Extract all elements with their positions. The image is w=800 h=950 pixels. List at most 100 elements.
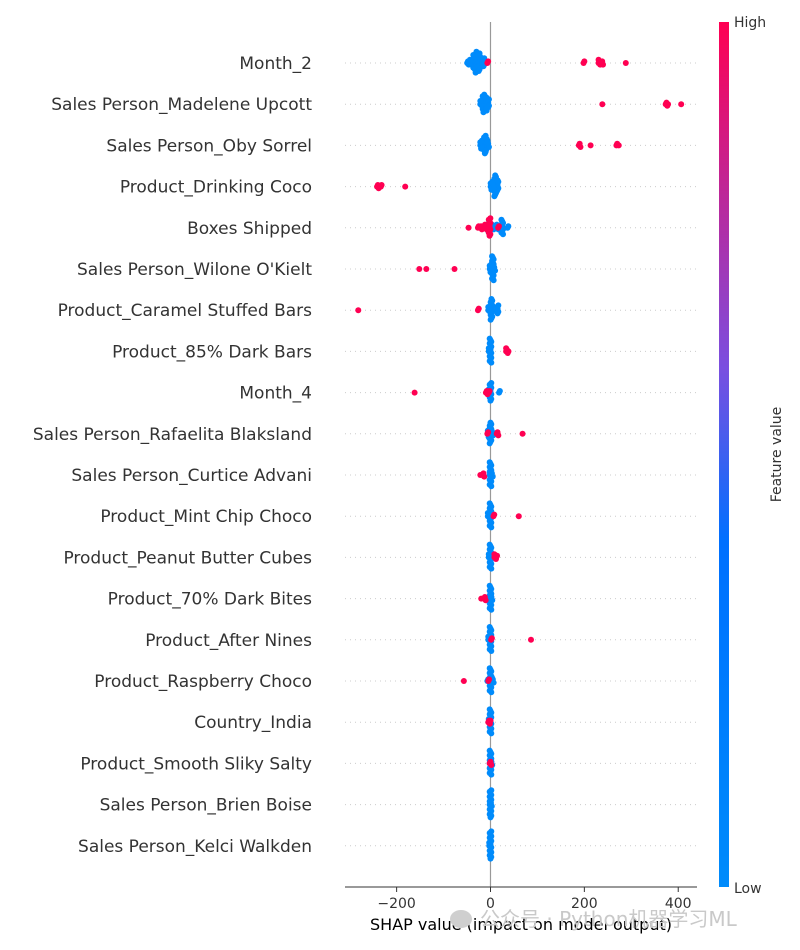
shap-point bbox=[470, 52, 477, 58]
x-tick-label: 0 bbox=[486, 896, 495, 912]
shap-point bbox=[587, 142, 594, 149]
shap-point bbox=[486, 624, 493, 630]
colorbar-gradient bbox=[719, 22, 729, 887]
shap-point bbox=[599, 61, 606, 68]
shap-point bbox=[486, 500, 493, 507]
colorbar-low-label: Low bbox=[734, 881, 762, 897]
shap-point bbox=[483, 94, 490, 101]
feature-label: Sales Person_Kelci Walkden bbox=[78, 837, 312, 857]
shap-point bbox=[487, 717, 494, 724]
shap-point bbox=[495, 432, 502, 439]
shap-point bbox=[487, 760, 494, 767]
shap-point bbox=[416, 266, 423, 272]
shap-point bbox=[487, 592, 494, 599]
shap-point bbox=[485, 551, 492, 558]
shap-point bbox=[355, 307, 362, 314]
shap-point bbox=[378, 182, 385, 188]
shap-point bbox=[496, 388, 503, 394]
shap-point bbox=[475, 305, 482, 312]
shap-point bbox=[488, 635, 495, 642]
x-tick-label: 200 bbox=[571, 896, 598, 912]
feature-label: Product_85% Dark Bars bbox=[112, 342, 312, 362]
shap-point bbox=[488, 565, 495, 572]
shap-point bbox=[488, 730, 495, 737]
shap-point bbox=[487, 855, 494, 862]
x-tick-label: 400 bbox=[665, 896, 692, 912]
feature-label: Product_Mint Chip Choco bbox=[100, 507, 312, 527]
shap-point bbox=[411, 389, 418, 396]
feature-label: Sales Person_Curtice Advani bbox=[71, 466, 312, 486]
shap-point bbox=[488, 828, 495, 835]
shap-point bbox=[515, 513, 522, 520]
shap-point bbox=[492, 172, 499, 179]
shap-point bbox=[484, 510, 491, 516]
shap-point bbox=[484, 139, 491, 146]
shap-point bbox=[495, 223, 502, 230]
shap-point bbox=[494, 552, 501, 559]
shap-point bbox=[465, 61, 472, 68]
shap-point bbox=[615, 142, 622, 149]
shap-point bbox=[581, 58, 588, 65]
shap-point bbox=[622, 60, 629, 66]
shap-point bbox=[488, 771, 495, 778]
shap-point bbox=[487, 844, 494, 851]
shap-point bbox=[486, 706, 493, 713]
feature-label: Product_70% Dark Bites bbox=[108, 590, 312, 610]
shap-point bbox=[486, 232, 493, 239]
shap-point bbox=[485, 58, 492, 65]
shap-point bbox=[485, 429, 492, 436]
colorbar-title: Feature value bbox=[769, 407, 785, 503]
shap-point bbox=[478, 595, 485, 602]
feature-label: Sales Person_Oby Sorrel bbox=[106, 136, 312, 156]
feature-label: Country_India bbox=[194, 713, 312, 733]
shap-point bbox=[486, 459, 493, 466]
shap-point bbox=[505, 223, 512, 230]
shap-point bbox=[486, 665, 493, 672]
shap-point bbox=[492, 267, 499, 274]
shap-point bbox=[577, 144, 584, 150]
feature-label: Product_After Nines bbox=[145, 631, 312, 651]
shap-point bbox=[486, 676, 493, 683]
colorbar-high-label: High bbox=[734, 15, 766, 31]
shap-point bbox=[483, 226, 490, 233]
feature-label: Month_4 bbox=[239, 384, 312, 404]
shap-point bbox=[488, 468, 495, 475]
shap-point bbox=[478, 145, 485, 152]
shap-point bbox=[665, 101, 672, 108]
shap-point bbox=[500, 231, 507, 238]
x-axis-label: SHAP value (impact on model output) bbox=[370, 915, 672, 934]
shap-point bbox=[678, 101, 685, 108]
shap-point bbox=[488, 359, 495, 366]
shap-point bbox=[486, 747, 493, 754]
shap-point bbox=[487, 350, 494, 356]
shap-point bbox=[490, 277, 497, 284]
shap-point bbox=[487, 397, 494, 404]
shap-point bbox=[477, 472, 484, 478]
shap-point bbox=[495, 302, 502, 309]
x-axis: −200 0 200 400 SHAP value (impact on model … bbox=[345, 886, 697, 934]
shap-point bbox=[485, 345, 492, 352]
shap-point bbox=[488, 524, 495, 531]
shap-point bbox=[489, 253, 496, 260]
shap-point bbox=[494, 177, 501, 184]
shap-point bbox=[488, 606, 495, 613]
shap-point bbox=[519, 430, 526, 437]
watermark-text: 公众号 · Python机器学习ML bbox=[480, 907, 737, 931]
shap-point bbox=[482, 106, 489, 112]
feature-label: Product_Drinking Coco bbox=[120, 178, 312, 198]
shap-point bbox=[423, 266, 430, 272]
wechat-icon bbox=[450, 910, 472, 928]
shap-point bbox=[476, 50, 483, 57]
points-layer bbox=[355, 48, 685, 862]
shap-point bbox=[487, 419, 494, 426]
shap-point bbox=[498, 216, 505, 223]
shap-point bbox=[488, 483, 495, 490]
shap-point bbox=[485, 144, 492, 150]
feature-label: Boxes Shipped bbox=[187, 219, 312, 239]
shap-point bbox=[488, 689, 495, 696]
watermark: 公众号 · Python机器学习ML bbox=[450, 903, 737, 932]
shap-point bbox=[486, 582, 493, 589]
shap-point bbox=[488, 296, 495, 302]
shap-point bbox=[487, 798, 494, 805]
